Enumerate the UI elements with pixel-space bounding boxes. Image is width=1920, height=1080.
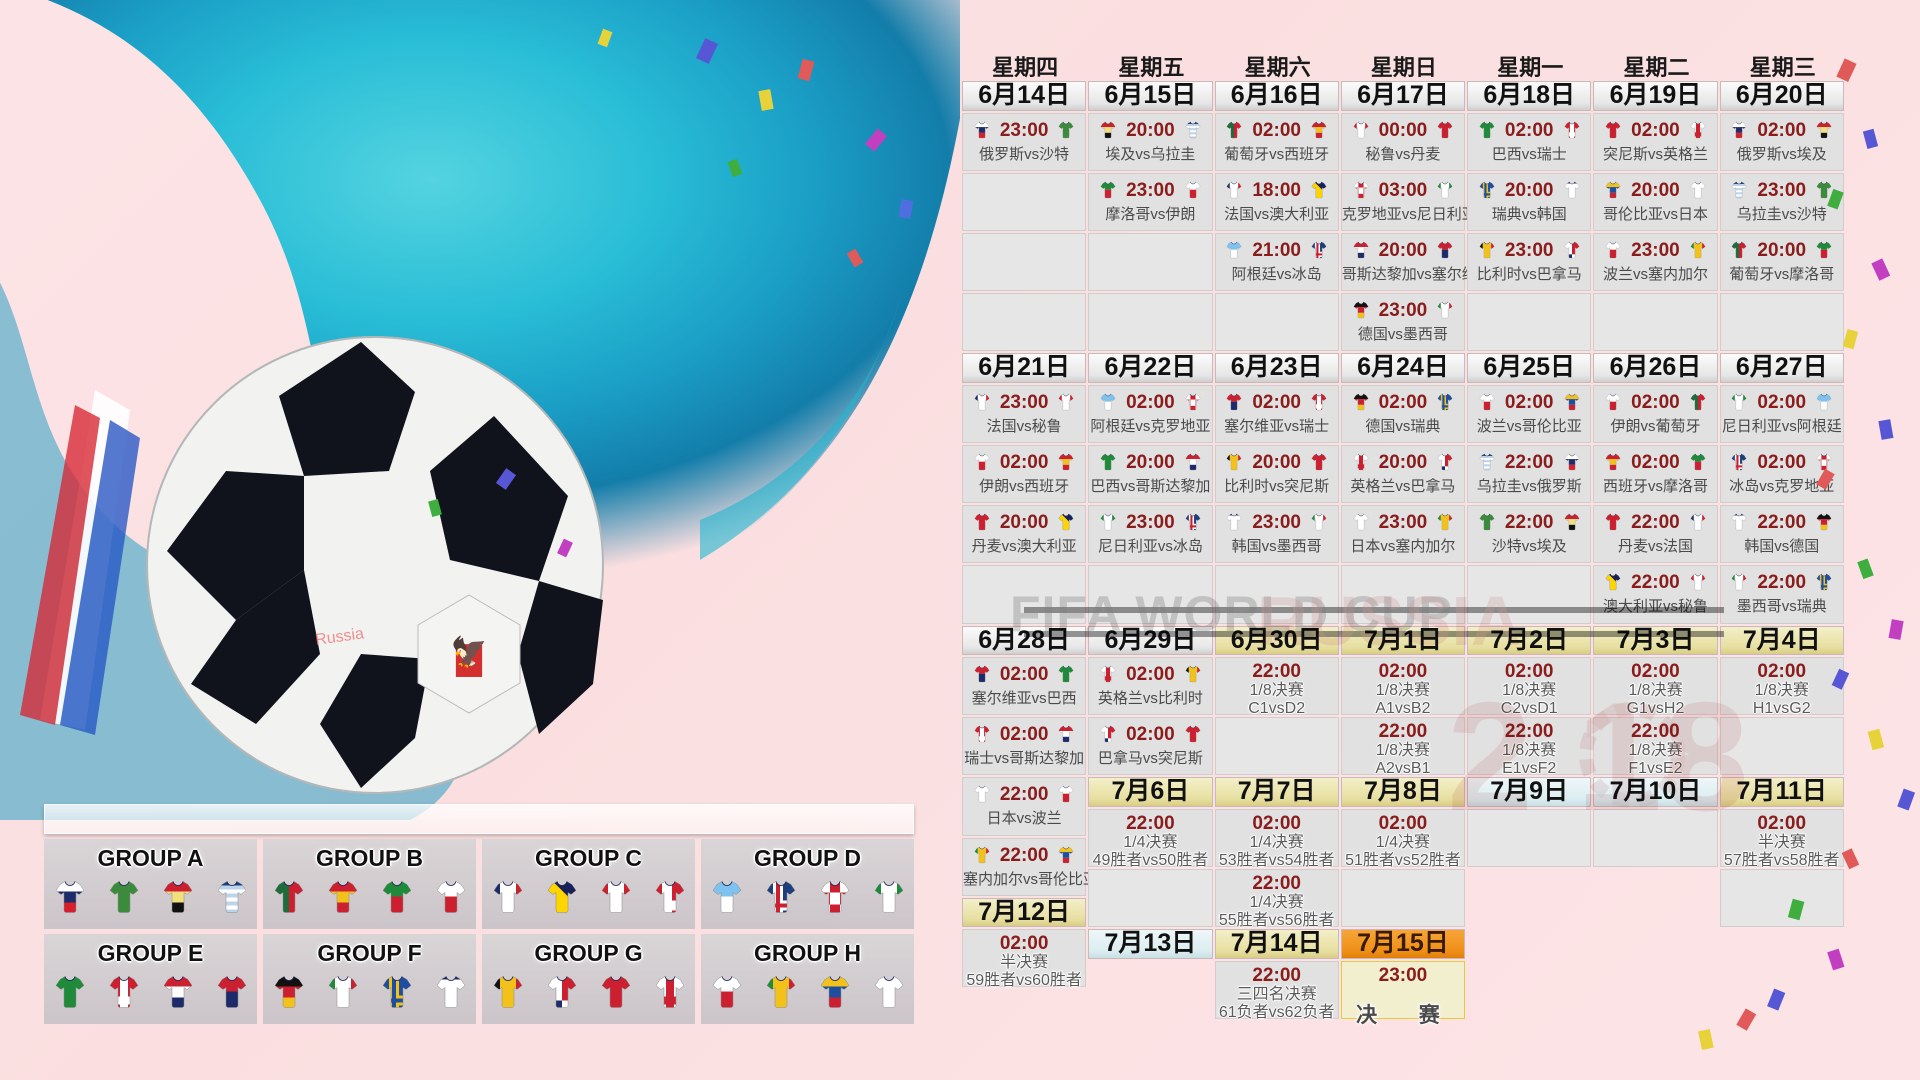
svg-text:🦅: 🦅 — [451, 634, 488, 669]
